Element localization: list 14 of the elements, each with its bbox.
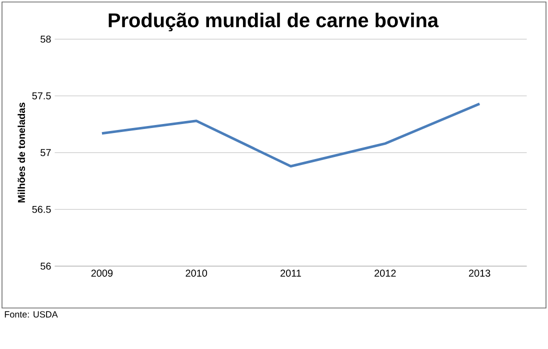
source-note: Fonte: USDA	[4, 311, 58, 318]
x-tick-label: 2012	[374, 270, 396, 277]
x-tick-label: 2010	[186, 270, 208, 277]
y-axis-title: Milhões de toneladas	[18, 102, 25, 202]
x-tick-label: 2009	[91, 270, 113, 277]
x-tick-label: 2011	[280, 270, 301, 277]
line-series	[100, 102, 481, 168]
y-tick-label: 58	[40, 36, 51, 43]
y-tick-label: 57.5	[32, 92, 51, 100]
y-tick-label: 56.5	[32, 206, 51, 213]
x-tick-label: 2013	[468, 270, 490, 277]
chart-title: Produção mundial de carne bovina	[108, 12, 439, 32]
y-tick-label: 57	[40, 149, 51, 156]
y-tick-label: 56	[40, 262, 51, 270]
